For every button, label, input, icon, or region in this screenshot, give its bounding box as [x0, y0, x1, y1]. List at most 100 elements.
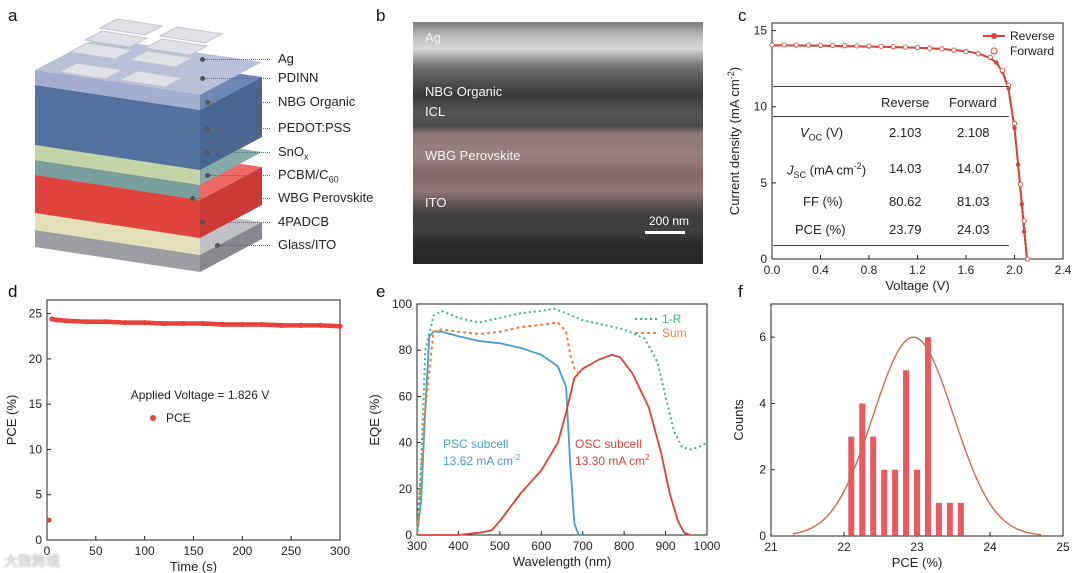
x-tick-label: 700	[573, 539, 593, 553]
y-tick-label: 20	[29, 352, 43, 366]
pce-trace	[51, 316, 340, 329]
legend-marker-pce	[150, 415, 156, 421]
histogram-bar	[881, 469, 888, 536]
x-tick-label: 2.4	[1055, 263, 1072, 277]
label-ag: Ag	[278, 51, 294, 66]
table-header-forward: Forward	[949, 95, 997, 110]
data-point	[975, 51, 981, 57]
x-tick-label: 22	[837, 540, 851, 554]
x-tick-label: 0.8	[861, 263, 878, 277]
data-point	[1019, 201, 1024, 207]
x-tick-label: 0.4	[812, 263, 829, 277]
y-tick-label: 0	[405, 528, 412, 542]
legend-marker-forward	[990, 47, 998, 55]
series-line-osc-subcell	[417, 353, 691, 536]
annotation-osc: OSC subcell	[575, 437, 642, 451]
watermark: 大数跨境	[4, 553, 60, 569]
x-tick-label: 200	[232, 544, 252, 558]
histogram-bar	[924, 337, 931, 536]
legend-label-pce: PCE	[166, 411, 191, 425]
x-tick-label: 0.0	[764, 263, 781, 277]
y-axis-label: Current density (mA cm-2)	[726, 67, 742, 215]
y-tick-label: 40	[399, 436, 413, 450]
series-line-1-r	[416, 307, 708, 536]
histogram-bar	[892, 469, 899, 536]
series-line-psc-subcell	[416, 330, 583, 536]
panel-b-label: b	[376, 6, 386, 25]
histogram-bar	[859, 403, 866, 536]
data-point	[1017, 181, 1024, 187]
chart-jv: 0.0 0.4 0.8 1.2 1.6 2.0 2.4 0 5 10 15 Voltage (V) Cu…	[726, 22, 1072, 293]
sem-label-ag: Ag	[425, 30, 441, 45]
x-tick-label: 300	[407, 539, 427, 553]
x-tick-label: 21	[764, 540, 778, 554]
x-tick-label: 1.2	[909, 263, 926, 277]
y-tick-label: 5	[760, 176, 767, 190]
data-point	[1011, 120, 1018, 127]
y-tick-label: 0	[760, 252, 767, 266]
label-wbg: WBG Perovskite	[278, 190, 374, 205]
x-tick-label: 23	[910, 540, 924, 554]
data-point	[866, 43, 872, 49]
x-axis-label: Voltage (V)	[885, 278, 949, 293]
label-glass: Glass/ITO	[278, 237, 337, 252]
data-point	[793, 42, 799, 48]
x-tick-label: 900	[656, 539, 676, 553]
x-tick-label: 50	[89, 544, 103, 558]
y-tick-label: 0	[35, 533, 42, 547]
label-nbg: NBG Organic	[278, 94, 356, 109]
annotation-voltage: Applied Voltage = 1.826 V	[131, 388, 269, 402]
data-point	[951, 47, 957, 53]
histogram-bar	[957, 502, 964, 536]
data-point	[914, 44, 921, 51]
label-4padcb: 4PADCB	[278, 214, 330, 229]
data-point	[939, 46, 945, 52]
y-axis-label: Counts	[731, 399, 746, 441]
y-axis-label: EQE (%)	[367, 394, 382, 445]
x-tick-label: 2.0	[1006, 263, 1023, 277]
x-tick-label: 300	[330, 544, 350, 558]
histogram-bar	[903, 370, 910, 536]
data-point	[817, 42, 824, 48]
layer-glass-front	[35, 230, 200, 272]
label-pdinn: PDINN	[278, 70, 319, 85]
x-tick-label: 24	[983, 540, 997, 554]
data-point	[1021, 218, 1027, 224]
legend-label-forward: Forward	[1010, 44, 1054, 58]
data-point	[805, 42, 811, 48]
legend-label-sum: Sum	[662, 326, 687, 340]
x-tick-label: 100	[135, 544, 155, 558]
data-point	[1022, 229, 1027, 234]
data-point	[878, 43, 884, 49]
panel-a-device-stack	[35, 18, 262, 272]
data-point	[769, 42, 775, 48]
layer-wbg-side	[200, 167, 262, 238]
y-tick-label: 60	[399, 389, 413, 403]
x-tick-label: 0	[44, 544, 51, 558]
data-point	[854, 43, 860, 49]
layer-sno-front	[35, 160, 200, 200]
x-axis-label: Time (s)	[170, 559, 217, 573]
y-tick-label: 25	[29, 307, 43, 321]
panel-a-label: a	[8, 6, 18, 25]
sem-label-icl: ICL	[425, 104, 446, 119]
y-tick-label: 0	[759, 529, 766, 543]
x-axis-label: PCE (%)	[892, 555, 943, 570]
y-tick-label: 100	[392, 297, 412, 311]
gaussian-fit-curve	[792, 336, 1042, 536]
y-axis-label: PCE (%)	[4, 395, 19, 446]
annotation-psc: PSC subcell	[443, 437, 508, 451]
annotation-psc-jsc: 13.62 mA cm-2	[443, 453, 521, 468]
data-point	[781, 42, 787, 48]
table-header-reverse: Reverse	[881, 95, 930, 110]
histogram-bar	[913, 469, 921, 536]
plot-frame	[416, 303, 708, 536]
data-point	[890, 43, 896, 50]
sem-cross-section: Ag NBG Organic ICL WBG Perovskite ITO 20…	[413, 22, 703, 264]
layer-4padcb-front	[35, 213, 200, 255]
histogram-bar	[935, 502, 942, 536]
histogram-bar	[848, 436, 855, 536]
y-tick-label: 15	[29, 397, 43, 411]
data-point	[963, 49, 969, 55]
